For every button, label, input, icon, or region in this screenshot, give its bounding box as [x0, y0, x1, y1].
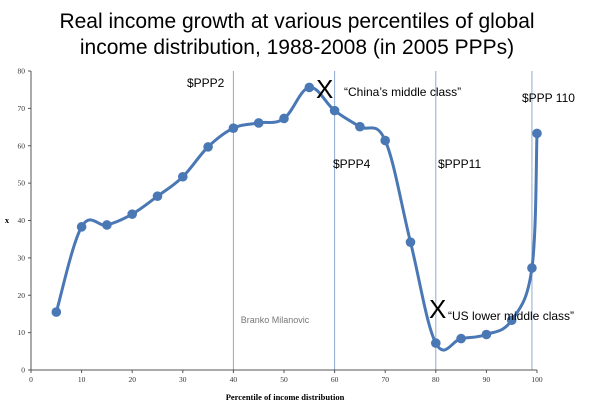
y-tick-label: 40	[18, 216, 26, 225]
series-layer	[51, 82, 542, 352]
x-tick-label: 20	[128, 375, 136, 384]
data-point	[253, 118, 264, 128]
y-tick-label: 50	[18, 179, 26, 188]
x-tick-label: 30	[179, 375, 187, 384]
x-mark-china: X	[316, 74, 333, 104]
x-tick-label: 0	[29, 375, 33, 384]
data-point	[481, 329, 492, 340]
x-tick-label: 60	[331, 375, 339, 384]
chart-title-line2: income distribution, 1988-2008 (in 2005 …	[80, 36, 514, 59]
data-point	[279, 113, 289, 124]
x-tick-label: 90	[483, 375, 491, 384]
grid	[232, 71, 533, 370]
annotation-china-middle-class: “China’s middle class”	[344, 85, 461, 99]
x-tick-label: 100	[531, 375, 543, 384]
annotation-ppp4: $PPP4	[333, 157, 371, 171]
annotation-ppp2: $PPP2	[187, 76, 225, 90]
data-point	[405, 237, 416, 247]
annotation-us-lower-middle-class: “US lower middle class”	[448, 309, 574, 323]
tick-labels: 0 10 20 30 40 50 60 70 80 0 10 20 30 40 50 60 70 80 90 100	[18, 67, 543, 385]
data-point	[102, 220, 112, 230]
y-tick-label: 30	[18, 253, 26, 262]
data-point	[203, 142, 213, 152]
x-tick-label: 10	[78, 375, 86, 384]
data-point	[431, 338, 441, 348]
y-tick-label: 10	[18, 328, 26, 337]
x-tick-label: 40	[230, 375, 238, 384]
x-tick-label: 80	[432, 375, 440, 384]
y-tick-label: 80	[18, 67, 26, 76]
data-point	[76, 222, 87, 232]
annotation-ppp110: $PPP 110	[522, 91, 575, 105]
y-tick-label: 70	[18, 104, 26, 113]
y-axis-label: x	[5, 215, 10, 225]
data-point	[51, 307, 62, 317]
x-tick-label: 70	[381, 375, 389, 384]
data-point	[380, 135, 391, 146]
data-point	[329, 105, 340, 116]
y-tick-label: 0	[21, 366, 25, 375]
data-point	[355, 121, 365, 132]
data-point	[178, 171, 188, 182]
data-point	[304, 82, 315, 93]
chart-title-line1: Real income growth at various percentile…	[59, 10, 534, 33]
x-mark-us: X	[429, 294, 446, 324]
x-tick-label: 50	[280, 375, 288, 384]
y-tick-label: 20	[18, 291, 26, 300]
data-point	[527, 263, 537, 273]
data-point	[532, 128, 542, 139]
data-point	[506, 315, 517, 326]
x-axis-label: Percentile of income distribution	[226, 392, 345, 402]
data-point	[127, 209, 137, 219]
axes	[28, 70, 538, 373]
data-point	[456, 333, 466, 344]
data-point	[228, 123, 239, 133]
watermark: Branko Milanovic	[241, 315, 310, 325]
y-tick-label: 60	[18, 141, 26, 150]
annotation-ppp11: $PPP11	[438, 157, 481, 171]
data-point	[152, 191, 163, 202]
